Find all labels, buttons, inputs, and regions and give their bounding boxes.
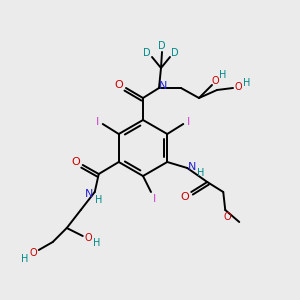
Text: H: H bbox=[93, 238, 100, 248]
Text: N: N bbox=[85, 189, 93, 199]
Text: O: O bbox=[234, 82, 242, 92]
Text: H: H bbox=[196, 168, 204, 178]
Text: H: H bbox=[21, 254, 28, 264]
Text: N: N bbox=[159, 81, 167, 91]
Text: O: O bbox=[211, 76, 219, 86]
Text: O: O bbox=[115, 80, 123, 90]
Text: H: H bbox=[95, 195, 102, 205]
Text: D: D bbox=[171, 48, 179, 58]
Text: I: I bbox=[152, 194, 156, 204]
Text: N: N bbox=[188, 162, 196, 172]
Text: H: H bbox=[243, 78, 251, 88]
Text: O: O bbox=[71, 157, 80, 167]
Text: I: I bbox=[96, 117, 99, 127]
Text: H: H bbox=[219, 70, 227, 80]
Text: D: D bbox=[143, 48, 151, 58]
Text: O: O bbox=[224, 212, 231, 222]
Text: O: O bbox=[30, 248, 38, 258]
Text: O: O bbox=[181, 192, 190, 202]
Text: D: D bbox=[158, 41, 166, 51]
Text: I: I bbox=[187, 117, 190, 127]
Text: O: O bbox=[85, 233, 93, 243]
